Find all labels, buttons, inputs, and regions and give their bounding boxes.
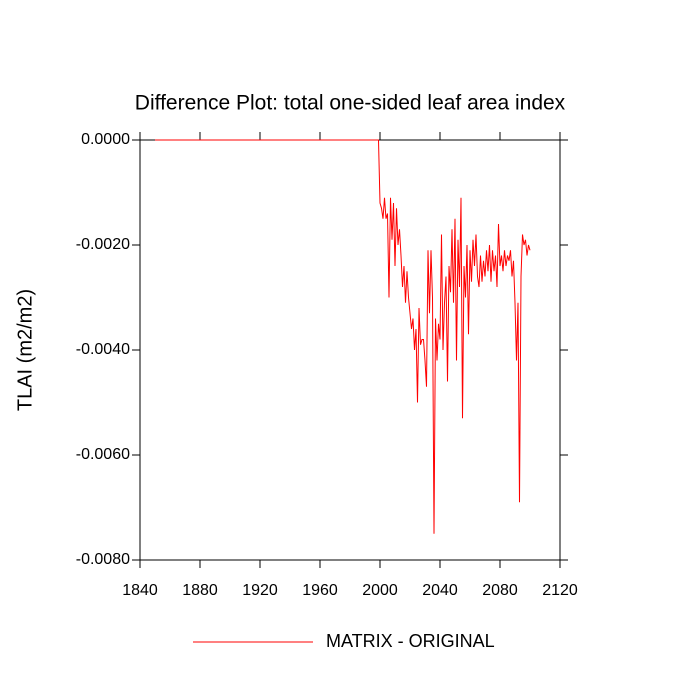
legend-label: MATRIX - ORIGINAL bbox=[326, 631, 495, 651]
x-tick-label: 1840 bbox=[122, 582, 158, 599]
x-tick-label: 2080 bbox=[482, 582, 518, 599]
y-tick-label: -0.0060 bbox=[76, 446, 130, 463]
x-tick-label: 2040 bbox=[422, 582, 458, 599]
y-tick-label: -0.0080 bbox=[76, 551, 130, 568]
x-tick-label: 2120 bbox=[542, 582, 578, 599]
y-axis-label: TLAI (m2/m2) bbox=[14, 289, 36, 411]
y-tick-label: -0.0040 bbox=[76, 341, 130, 358]
y-tick-label: -0.0020 bbox=[76, 236, 130, 253]
y-tick-label: 0.0000 bbox=[81, 131, 130, 148]
plot-frame bbox=[139, 139, 561, 561]
chart-title: Difference Plot: total one-sided leaf ar… bbox=[135, 92, 566, 115]
data-line bbox=[155, 139, 531, 534]
x-tick-label: 2000 bbox=[362, 582, 398, 599]
x-tick-label: 1880 bbox=[182, 582, 218, 599]
x-tick-label: 1920 bbox=[242, 582, 278, 599]
x-tick-label: 1960 bbox=[302, 582, 338, 599]
